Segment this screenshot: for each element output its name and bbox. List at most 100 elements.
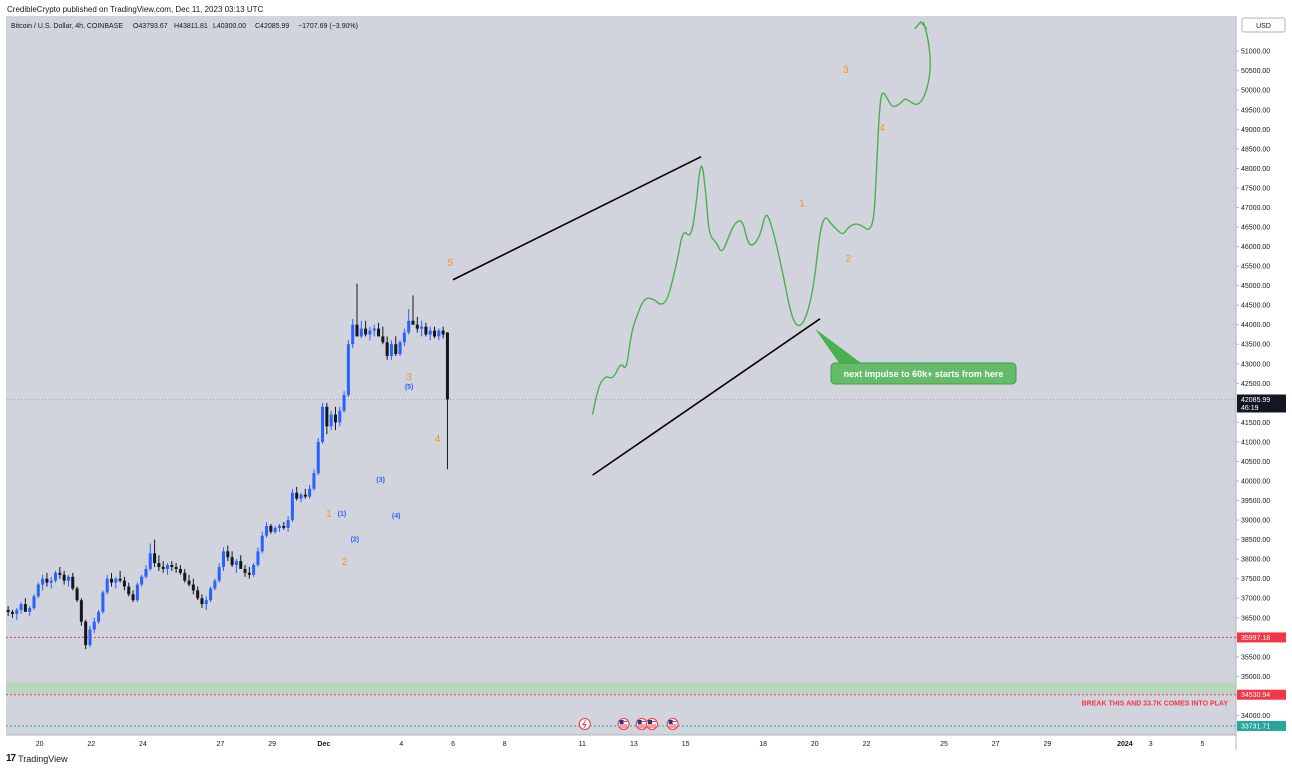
candle: [420, 320, 424, 337]
time-axis[interactable]: [6, 735, 1236, 750]
candle-body: [127, 586, 131, 595]
candle-body: [49, 580, 53, 583]
y-tick-label: 47500.00: [1241, 185, 1270, 192]
wave-label: (3): [376, 477, 385, 484]
x-tick-label: 13: [630, 741, 638, 748]
price-axis[interactable]: [1236, 16, 1287, 750]
y-tick-label: 45000.00: [1241, 283, 1270, 290]
candle-body: [170, 565, 174, 567]
candle: [385, 336, 389, 360]
candle: [303, 488, 307, 499]
candle-body: [118, 578, 122, 581]
candle: [415, 316, 419, 333]
legend-high: H43811.81: [174, 23, 208, 30]
candle: [174, 563, 178, 573]
wave-label: (5): [405, 384, 414, 391]
legend-symbol: Bitcoin / U.S. Dollar, 4h, COINBASE: [11, 23, 123, 30]
candle-body: [62, 574, 66, 581]
wave-label: 1: [799, 198, 805, 209]
candle: [342, 391, 346, 413]
candle-body: [312, 473, 316, 489]
candle: [105, 574, 109, 595]
candle-body: [6, 609, 10, 612]
candle-body: [385, 342, 389, 356]
candle: [316, 438, 320, 476]
candle-body: [200, 598, 204, 605]
y-tick-label: 48500.00: [1241, 146, 1270, 153]
wave-label: (1): [338, 511, 347, 518]
projection-arrowhead: [914, 20, 928, 30]
candle-body: [174, 566, 178, 569]
candle: [282, 522, 286, 530]
chart-frame[interactable]: 1 2 3 4 5 (1) (2) (3) (4) (5) 1 2 3 4 next impulse to …: [6, 16, 1287, 750]
candle-body: [420, 326, 424, 329]
projection-path: [591, 21, 931, 415]
price-label: 33731.71: [1241, 723, 1270, 730]
plot-area[interactable]: [6, 16, 1236, 735]
candle-body: [252, 565, 256, 575]
y-tick-label: 44500.00: [1241, 303, 1270, 310]
candle-body: [290, 492, 294, 521]
candle: [58, 566, 62, 579]
footer-brand: TradingView: [18, 753, 68, 764]
candles-layer: [6, 283, 449, 650]
candle: [286, 516, 290, 532]
candle-body: [110, 578, 114, 583]
y-tick-label: 49000.00: [1241, 127, 1270, 134]
candle: [88, 625, 92, 648]
candle-body: [372, 328, 376, 331]
candle-body: [338, 410, 342, 423]
candle: [41, 574, 45, 591]
y-tick-label: 42500.00: [1241, 381, 1270, 388]
trend-line: [452, 155, 702, 281]
candle: [19, 602, 23, 614]
candle: [394, 336, 398, 356]
price-label-box: [1237, 720, 1286, 731]
candle: [178, 565, 182, 575]
candle-body: [415, 324, 419, 329]
candle: [321, 402, 325, 444]
x-tick-label: 22: [87, 741, 95, 748]
x-tick-label: 18: [759, 741, 767, 748]
candle: [364, 320, 368, 337]
candle-body: [122, 580, 126, 587]
candle: [161, 561, 165, 573]
us-flag-event-icon: [666, 718, 679, 730]
candle-body: [28, 608, 32, 612]
candle-body: [230, 557, 234, 566]
candle-body: [19, 604, 23, 610]
currency-button[interactable]: USD: [1241, 17, 1286, 33]
candle-body: [247, 572, 251, 575]
candle-body: [286, 520, 290, 528]
candle: [428, 326, 432, 341]
y-tick-label: 45500.00: [1241, 264, 1270, 271]
break-note: BREAK THIS AND 33.7K COMES INTO PLAY: [1082, 701, 1229, 708]
candle: [256, 547, 260, 567]
candle-body: [97, 611, 101, 622]
candle: [118, 570, 122, 583]
candle: [338, 406, 342, 427]
candle: [191, 578, 195, 595]
candle: [97, 609, 101, 624]
candle-body: [351, 324, 355, 345]
candle: [269, 523, 273, 534]
candle: [49, 576, 53, 589]
candle-body: [213, 580, 217, 589]
symbol-legend[interactable]: Bitcoin / U.S. Dollar, 4h, COINBASE: [11, 23, 123, 30]
candle-body: [131, 594, 135, 601]
candle-body: [58, 572, 62, 575]
wave-label: 5: [448, 258, 454, 269]
candle-body: [88, 629, 92, 646]
candle-body: [239, 561, 243, 569]
candle-body: [355, 324, 359, 337]
candle-body: [433, 330, 437, 337]
candle-body: [41, 578, 45, 585]
y-tick-label: 43500.00: [1241, 342, 1270, 349]
trend-line: [592, 318, 821, 476]
y-tick-label: 40000.00: [1241, 479, 1270, 486]
publisher-caption: CredibleCrypto published on TradingView.…: [7, 5, 264, 14]
candle: [10, 609, 14, 618]
x-tick-label: 29: [1043, 741, 1051, 748]
candle: [217, 563, 221, 583]
candle: [265, 522, 269, 538]
